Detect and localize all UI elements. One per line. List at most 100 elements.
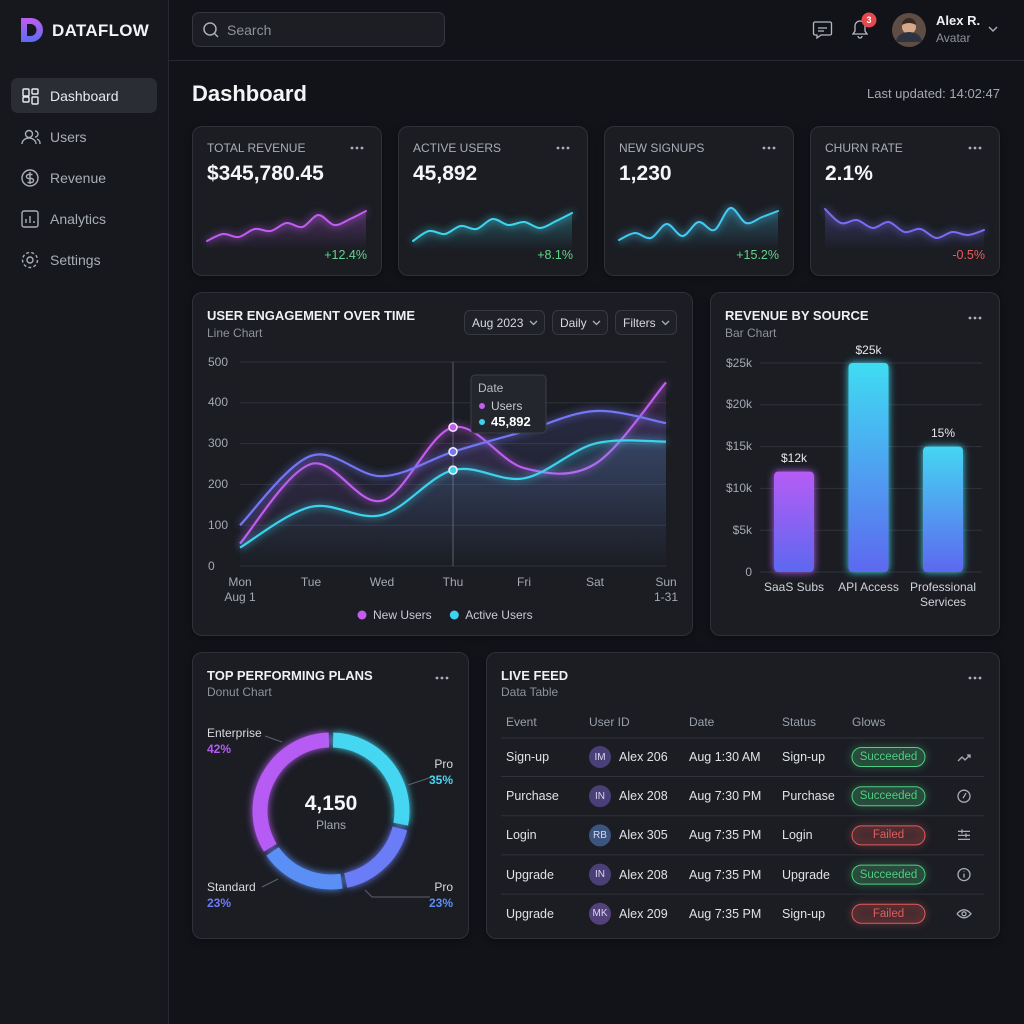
status-badge-label: Succeeded [859, 868, 918, 881]
date-cell: Aug 7:30 PM [689, 789, 762, 804]
search-placeholder: Search [227, 22, 272, 38]
status-badge-label: Succeeded [859, 751, 918, 763]
donut-center-label: Plans [315, 817, 347, 832]
y-tick-label: 0 [208, 558, 215, 573]
topbar-divider [169, 60, 1024, 61]
event-cell: Sign-up [506, 750, 550, 764]
search-box[interactable] [192, 12, 445, 47]
nav-item[interactable]: Users [50, 129, 87, 145]
kpi-change: -0.5% [952, 248, 985, 262]
x-tick-label: Thu [442, 574, 464, 589]
legend-label: New Users [373, 607, 432, 622]
card-title: LIVE FEED [501, 668, 569, 683]
bar-value-label: $12k [780, 451, 808, 466]
status-cell: Upgrade [782, 867, 830, 882]
y-tick-label: 100 [208, 517, 229, 532]
kpi-change: +15.2% [736, 248, 779, 262]
card-title: USER ENGAGEMENT OVER TIME [207, 308, 416, 323]
status-badge-label: Failed [872, 907, 905, 920]
tooltip-value: 45,892 [491, 414, 531, 429]
page-title: Dashboard [192, 81, 307, 106]
status-cell: Purchase [782, 789, 835, 804]
status-cell: Sign-up [782, 750, 826, 764]
y-tick-label: 500 [208, 354, 229, 369]
y-tick-label: $20k [725, 397, 752, 412]
date-cell: Aug 7:35 PM [689, 867, 762, 882]
kpi-value: 45,892 [413, 162, 478, 185]
x-tick-label: Sat [585, 574, 605, 589]
kpi-label: ACTIVE USERS [413, 140, 502, 155]
x-tick-label: Tue [300, 574, 322, 589]
donut-value-label: 42% [207, 741, 232, 756]
y-tick-label: 400 [208, 395, 229, 410]
y-tick-label: 200 [208, 476, 229, 491]
event-cell: Upgrade [506, 906, 554, 921]
kpi-value: 2.1% [825, 162, 873, 185]
date-cell: Aug 1:30 AM [689, 750, 761, 764]
nav-item[interactable]: Revenue [50, 170, 107, 186]
y-tick-label: $5k [732, 522, 752, 537]
status-badge-label: Failed [872, 829, 905, 842]
x-tick-label: Sun [655, 574, 677, 589]
nav-item[interactable]: Analytics [50, 211, 107, 227]
kpi-label: NEW SIGNUPS [619, 140, 705, 155]
card-subtitle: Bar Chart [725, 325, 777, 340]
user-initials: MK [592, 908, 608, 920]
x-tick-sublabel: Aug 1 [224, 589, 256, 604]
x-tick-label: SaaS Subs [763, 579, 825, 594]
card-subtitle: Data Table [501, 684, 559, 699]
column-header: User ID [589, 714, 630, 729]
donut-value-label: 23% [207, 895, 232, 910]
kpi-card [398, 126, 588, 276]
event-cell: Upgrade [506, 867, 554, 882]
card-subtitle: Donut Chart [207, 684, 272, 699]
kpi-card [604, 126, 794, 276]
card-subtitle: Line Chart [207, 325, 263, 340]
bar-value-label: $25k [855, 342, 882, 357]
user-cell: Alex 206 [619, 750, 668, 764]
x-tick-label: Fri [517, 574, 531, 589]
y-tick-label: $10k [725, 480, 752, 495]
status-cell: Login [782, 828, 813, 843]
card-title: TOP PERFORMING PLANS [207, 668, 373, 683]
nav-item[interactable]: Settings [50, 252, 101, 268]
brand-name: DATAFLOW [52, 20, 150, 40]
filter-label[interactable]: Aug 2023 [472, 315, 524, 330]
status-badge-label: Succeeded [859, 790, 918, 803]
column-header: Status [782, 714, 817, 729]
notification-count: 3 [866, 14, 872, 25]
donut-center-value: 4,150 [304, 792, 358, 815]
kpi-value: $345,780.45 [207, 162, 324, 185]
date-cell: Aug 7:35 PM [689, 906, 762, 921]
event-cell: Login [506, 828, 537, 843]
date-cell: Aug 7:35 PM [689, 828, 762, 843]
x-tick-label: API Access [838, 579, 899, 594]
user-initials: IN [595, 869, 605, 881]
tooltip-title: Date [478, 380, 504, 395]
nav-item[interactable]: Dashboard [50, 88, 119, 104]
user-name: Alex R. [936, 13, 981, 28]
donut-label: Standard [207, 879, 256, 894]
card-title: REVENUE BY SOURCE [725, 308, 869, 323]
x-tick-label: Wed [369, 574, 395, 589]
user-initials: IM [594, 751, 606, 763]
filter-label[interactable]: Filters [623, 315, 656, 330]
last-updated: Last updated: 14:02:47 [866, 86, 1000, 101]
filter-label[interactable]: Daily [560, 315, 587, 330]
column-header: Glows [852, 714, 886, 729]
user-cell: Alex 209 [619, 906, 668, 921]
y-tick-label: 0 [745, 564, 752, 579]
donut-label: Enterprise [207, 725, 262, 740]
x-tick-label: Mon [228, 574, 252, 589]
tooltip-label: Users [491, 398, 523, 413]
column-header: Event [506, 714, 537, 729]
nav-active-background [11, 78, 157, 113]
user-cell: Alex 208 [619, 789, 668, 804]
event-cell: Purchase [506, 789, 559, 804]
user-initials: RB [593, 829, 607, 841]
y-tick-label: 300 [208, 436, 229, 451]
user-initials: IN [595, 790, 605, 802]
donut-label: Pro [434, 756, 453, 771]
